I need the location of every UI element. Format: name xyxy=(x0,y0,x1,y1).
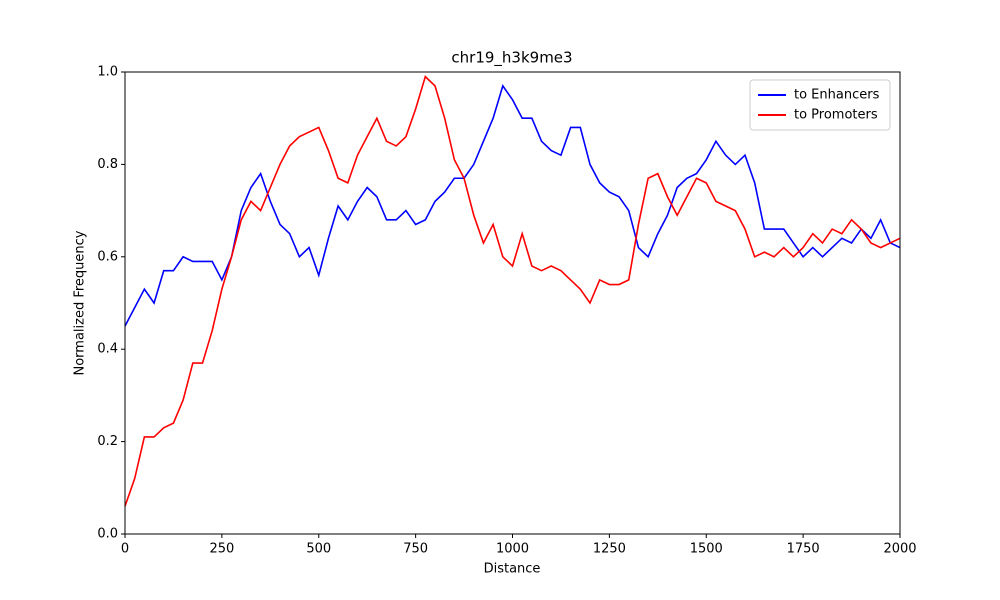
legend-label: to Enhancers xyxy=(794,88,880,103)
y-tick-label: 0.0 xyxy=(97,527,118,542)
x-tick-label: 2000 xyxy=(883,542,916,557)
line-series xyxy=(124,75,901,507)
y-axis-label: Normalized Frequency xyxy=(73,230,88,375)
x-tick-label: 1500 xyxy=(690,542,723,557)
x-tick-label: 0 xyxy=(121,542,129,557)
y-tick-label: 0.6 xyxy=(97,249,118,264)
y-tick-label: 0.4 xyxy=(97,342,118,357)
x-tick-label: 1750 xyxy=(787,542,820,557)
x-tick-label: 1250 xyxy=(593,542,626,557)
y-tick-label: 0.8 xyxy=(97,157,118,172)
x-tick-label: 750 xyxy=(403,542,428,557)
y-tick-label: 0.2 xyxy=(97,434,118,449)
x-axis-label: Distance xyxy=(484,562,541,577)
plot-frame xyxy=(124,71,901,535)
y-tick-label: 1.0 xyxy=(97,65,118,80)
x-tick-label: 500 xyxy=(306,542,331,557)
legend-box xyxy=(749,79,891,131)
legend-label: to Promoters xyxy=(794,108,878,123)
x-tick-label: 1000 xyxy=(496,542,529,557)
line-series xyxy=(124,84,901,327)
x-tick-label: 250 xyxy=(209,542,234,557)
chart-title: chr19_h3k9me3 xyxy=(451,49,572,68)
